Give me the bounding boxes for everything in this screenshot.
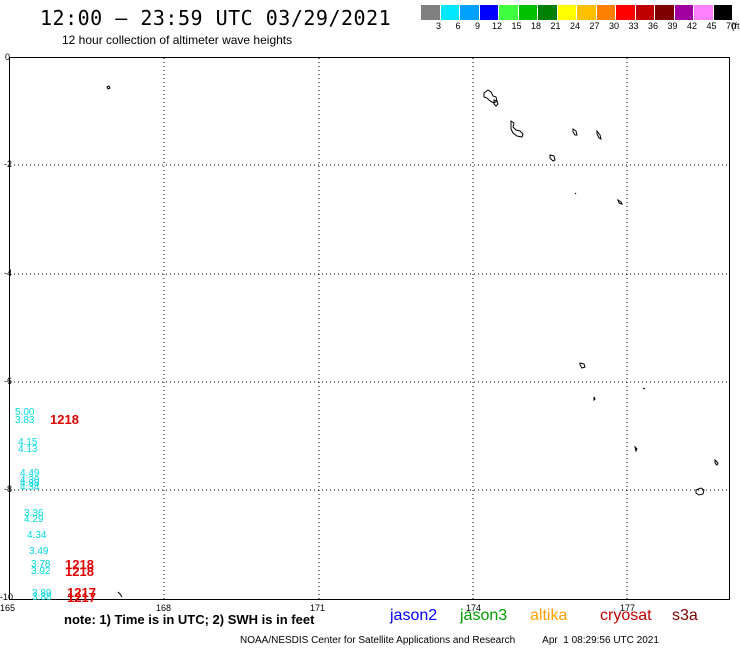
- pass-label: 1218: [65, 564, 94, 579]
- x-tick-label: 174: [466, 603, 482, 613]
- x-tick-label: 171: [310, 603, 326, 613]
- coastline-island: [596, 129, 602, 140]
- color-scale-label: 36: [647, 21, 659, 31]
- coastline-island: [617, 198, 623, 205]
- swh-value: 3.36: [24, 508, 44, 519]
- y-tick-label: -4: [4, 268, 13, 278]
- satellite-legend-altika: altika: [530, 607, 568, 624]
- coastline-island: [483, 89, 498, 104]
- swh-value: 3.49: [29, 546, 49, 557]
- map-canvas: [10, 58, 729, 599]
- color-scale-label: 27: [589, 21, 600, 31]
- color-swatch: [460, 5, 480, 20]
- swh-value: 4.29: [24, 514, 44, 525]
- color-scale-label: 15: [511, 21, 522, 31]
- color-scale-legend: [421, 5, 733, 20]
- y-tick-label: 0: [5, 52, 11, 62]
- satellite-legend-jason3: jason3: [460, 607, 508, 624]
- swh-value: 5.00: [15, 407, 35, 418]
- satellite-legend-s3a: s3a: [672, 607, 698, 624]
- color-scale-label: 18: [530, 21, 542, 31]
- coastline-island: [549, 154, 556, 162]
- color-swatch: [616, 5, 636, 20]
- color-scale-label: 9: [474, 21, 481, 31]
- color-scale-label: 24: [569, 21, 581, 31]
- swh-value: 4.38: [20, 478, 40, 489]
- coastline-island: [106, 85, 111, 90]
- coastline-island: [574, 192, 577, 195]
- coastline-island: [714, 458, 719, 466]
- color-scale-label: 33: [628, 21, 639, 31]
- coastline-island: [593, 396, 596, 402]
- color-swatch: [655, 5, 675, 20]
- color-scale-label: (ft): [731, 21, 740, 31]
- color-swatch: [421, 5, 441, 20]
- swh-value: 3.89: [32, 588, 52, 599]
- pass-label: 1218: [50, 412, 79, 427]
- coastline-island: [572, 128, 578, 136]
- coastline-island: [642, 387, 646, 390]
- swh-value: 4.30: [20, 475, 40, 486]
- generated-timestamp: Apr 1 08:29:56 UTC 2021: [542, 635, 659, 646]
- swh-value: 3.78: [31, 559, 51, 570]
- footer-credit: NOAA/NESDIS Center for Satellite Applica…: [240, 635, 659, 646]
- swh-value: 3.92: [31, 566, 51, 577]
- y-tick-label: -6: [4, 376, 13, 386]
- x-tick-label: 177: [620, 603, 636, 613]
- color-swatch: [713, 5, 733, 20]
- color-scale-label: 6: [455, 21, 461, 31]
- y-tick-label: -10: [0, 592, 14, 602]
- coastline-island: [117, 591, 123, 598]
- color-swatch: [518, 5, 538, 20]
- swh-value: 3.83: [15, 415, 35, 426]
- coastline-island: [579, 362, 586, 369]
- color-swatch: [635, 5, 655, 20]
- coastline-island: [493, 99, 499, 107]
- pass-label: 1217: [67, 590, 96, 605]
- satellite-legend-jason2: jason2: [390, 607, 438, 624]
- color-scale-label: 12: [491, 21, 503, 31]
- coastline-island: [695, 487, 705, 496]
- color-scale-label: 42: [686, 21, 698, 31]
- color-swatch: [577, 5, 597, 20]
- color-scale-label: 70: [725, 21, 737, 31]
- swh-value: 4.49: [20, 468, 40, 479]
- pass-label: 1217: [67, 585, 96, 600]
- map-title: 12:00 — 23:59 UTC 03/29/2021: [40, 6, 392, 30]
- swh-value: 3.88: [32, 592, 52, 603]
- y-tick-label: -8: [4, 484, 13, 494]
- credit-text: NOAA/NESDIS Center for Satellite Applica…: [240, 635, 516, 646]
- color-swatch: [557, 5, 577, 20]
- coastlines: [106, 85, 719, 598]
- color-scale-label: 21: [550, 21, 561, 31]
- color-scale-label: 45: [706, 21, 717, 31]
- swh-value: 4.15: [18, 437, 38, 448]
- map-subtitle: 12 hour collection of altimeter wave hei…: [62, 33, 293, 47]
- graticule: [10, 58, 729, 599]
- coastline-island: [634, 445, 638, 453]
- color-scale-label: 39: [667, 21, 678, 31]
- swh-value: 4.13: [18, 444, 38, 455]
- wave-height-map: 5.00 3.83 4.15 4.13 4.49 4.30 4.38 4.34 …: [9, 57, 730, 605]
- satellite-legend-cryosat: cryosat: [600, 607, 652, 624]
- color-scale-label: 3: [435, 21, 442, 31]
- x-tick-label: 168: [156, 603, 172, 613]
- color-swatch: [479, 5, 499, 20]
- x-tick-label: 165: [0, 603, 16, 613]
- color-swatch: [694, 5, 714, 20]
- units-note: note: 1) Time is in UTC; 2) SWH is in fe…: [64, 612, 315, 627]
- color-swatch: [538, 5, 558, 20]
- coastline-island: [510, 120, 524, 138]
- color-scale-label: 30: [608, 21, 620, 31]
- color-swatch: [596, 5, 616, 20]
- color-swatch: [674, 5, 694, 20]
- swh-value: 4.34: [27, 530, 47, 541]
- color-swatch: [440, 5, 460, 20]
- swh-value: 4.34: [20, 482, 40, 493]
- color-swatch: [499, 5, 519, 20]
- pass-label: 1218: [65, 557, 94, 572]
- y-tick-label: -2: [4, 159, 13, 169]
